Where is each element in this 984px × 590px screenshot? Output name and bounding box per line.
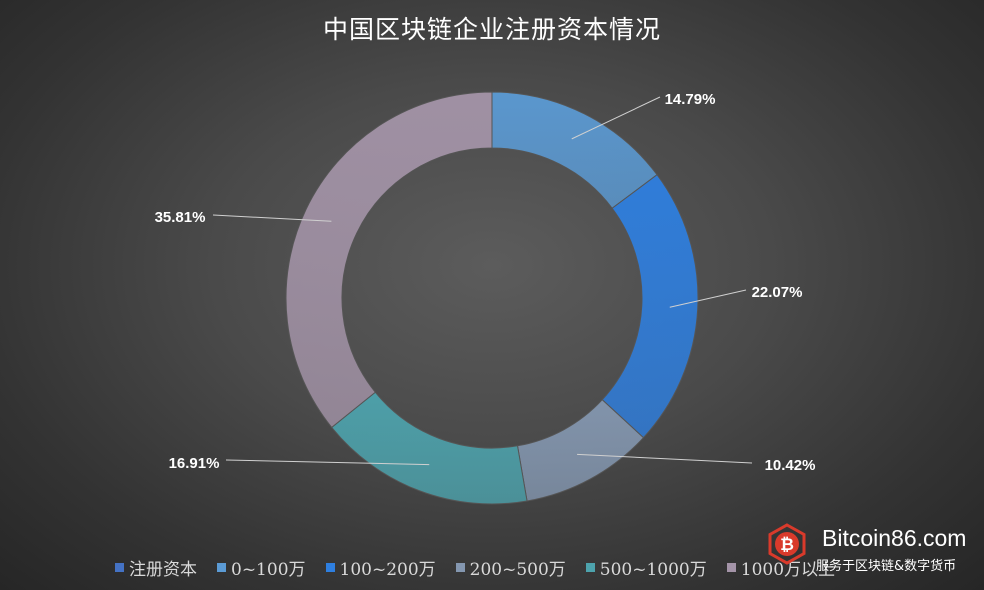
- legend-item-3[interactable]: 500~1000万: [585, 555, 707, 580]
- doughnut-slice-1[interactable]: [601, 174, 699, 439]
- chart-legend: 注册资本 0~100万 100~200万 200~500万 500~1000万 …: [115, 555, 855, 580]
- data-label-4: 35.81%: [155, 209, 206, 226]
- data-label-3: 16.91%: [169, 455, 220, 472]
- legend-label-3: 500~1000万: [599, 560, 707, 580]
- leader-line-0: [571, 96, 661, 140]
- bitcoin-logo-icon: ₿: [768, 523, 806, 565]
- legend-swatch-0: [217, 563, 226, 572]
- watermark-site: Bitcoin86.com: [822, 525, 967, 551]
- leader-line-4: [212, 214, 332, 222]
- legend-swatch-series: [115, 563, 124, 572]
- legend-swatch-1: [325, 563, 335, 572]
- legend-swatch-2: [455, 563, 465, 572]
- leader-line-2: [577, 453, 753, 464]
- legend-swatch-4: [726, 563, 736, 572]
- doughnut-slice-0[interactable]: [491, 91, 658, 209]
- legend-label-2: 200~500万: [469, 560, 566, 580]
- data-label-0: 14.79%: [665, 91, 716, 108]
- legend-label-0: 0~100万: [231, 560, 306, 580]
- legend-item-series[interactable]: 注册资本: [115, 555, 197, 580]
- legend-label-4: 1000万以上: [740, 560, 836, 580]
- legend-swatch-3: [585, 563, 595, 572]
- data-label-2: 10.42%: [765, 457, 816, 474]
- bitcoin-glyph: ₿: [780, 535, 794, 555]
- chart-title: 中国区块链企业注册资本情况: [322, 15, 661, 44]
- legend-label-series: 注册资本: [129, 560, 197, 580]
- watermark-slogan: 服务于区块链&数字货币: [816, 559, 957, 574]
- legend-item-0[interactable]: 0~100万: [217, 555, 306, 580]
- legend-label-1: 100~200万: [339, 560, 436, 580]
- legend-item-2[interactable]: 200~500万: [455, 555, 566, 580]
- doughnut-slice-4[interactable]: [285, 91, 493, 429]
- legend-item-4[interactable]: 1000万以上: [726, 555, 836, 580]
- data-label-1: 22.07%: [752, 284, 803, 301]
- leader-line-3: [225, 459, 430, 466]
- leader-line-1: [669, 289, 747, 308]
- legend-item-1[interactable]: 100~200万: [325, 555, 436, 580]
- watermark: ₿ Bitcoin86.com 服务于区块链&数字货币: [766, 523, 976, 583]
- doughnut-slice-3[interactable]: [331, 391, 528, 505]
